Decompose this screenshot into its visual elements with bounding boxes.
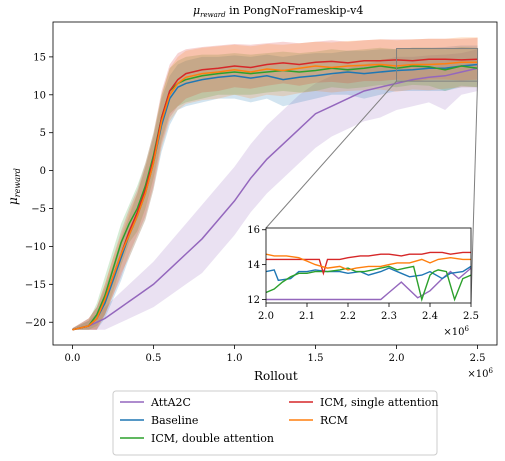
y-tick-label: 10 [33, 90, 46, 101]
inset-line-icm-double-attention [266, 265, 471, 303]
inset-plot-area [266, 251, 471, 303]
band-rcm [72, 37, 478, 330]
inset-x-tick-label: 2.1 [299, 311, 315, 322]
band-icm-double-attention [72, 47, 478, 330]
title-rest: in PongNoFrameskip-v4 [226, 4, 364, 17]
x-axis-label: Rollout [254, 369, 298, 383]
series-line-icm-double-attention [72, 65, 478, 331]
legend-label-atta2c: AttA2C [150, 396, 191, 409]
legend-label-icm-double-attention: ICM, double attention [151, 432, 274, 445]
y-tick-label: 5 [40, 128, 46, 139]
main-frame [52, 21, 498, 346]
zoom-connector-right [470, 81, 479, 304]
inset-x-tick-label: 2.4 [422, 311, 438, 322]
inset-x-tick-label: 2.5 [463, 311, 479, 322]
x-axis-multiplier: ×106 [467, 367, 493, 380]
title-subscript: reward [200, 11, 226, 19]
y-tick-label: −15 [25, 280, 46, 291]
y-tick-label: 15 [33, 52, 46, 63]
x-tick-label: 1.0 [227, 353, 243, 364]
x-tick-label: 0.0 [64, 353, 80, 364]
y-tick-label: −10 [25, 242, 46, 253]
svg-text:μreward in PongNoFrameskip-v4: μreward in PongNoFrameskip-v4 [193, 4, 363, 19]
inset-y-tick-label: 12 [247, 295, 260, 306]
main-plot-area [72, 37, 478, 331]
zoom-connector-lines [265, 80, 479, 304]
series-line-baseline [72, 63, 478, 331]
title-mu: μ [193, 4, 200, 17]
inset-x-tick-label: 2.0 [258, 311, 274, 322]
y-tick-label: 0 [40, 166, 46, 177]
legend-label-rcm: RCM [320, 414, 348, 427]
band-icm-single-attention [72, 37, 478, 330]
inset-background [266, 228, 471, 303]
band-baseline [72, 45, 478, 330]
legend-label-baseline: Baseline [151, 414, 198, 427]
series-line-rcm [72, 61, 478, 331]
legend-label-icm-single-attention: ICM, single attention [320, 396, 438, 409]
band-atta2c [72, 49, 478, 330]
x-tick-label: 2.0 [389, 353, 405, 364]
inset-x-tick-label: 2.3 [381, 311, 397, 322]
x-tick-label: 0.5 [146, 353, 162, 364]
ylabel-subscript: reward [13, 168, 22, 197]
x-tick-label: 1.5 [308, 353, 324, 364]
legend: AttA2C Baseline ICM, double attention ICM, … [112, 390, 438, 456]
inset-line-rcm [266, 253, 471, 271]
zoom-connector-left [265, 80, 397, 229]
ylabel-mu: μ [6, 197, 20, 205]
y-axis-label: μreward [6, 168, 22, 205]
inset-x-multiplier: ×106 [443, 325, 469, 338]
x-tick-label: 2.5 [470, 353, 486, 364]
y-tick-label: −5 [31, 204, 46, 215]
inset-x-tick-label: 2.2 [340, 311, 356, 322]
main-axes: 0.0 0.5 1.0 1.5 2.0 2.5 −20 −15 −10 −5 0 5 10 15 ×106 [25, 21, 498, 380]
inset-frame [265, 227, 472, 304]
inset-y-tick-label: 16 [247, 225, 260, 236]
series-line-atta2c [72, 67, 478, 331]
inset-axes: 2.0 2.1 2.2 2.3 2.4 2.5 12 14 16 ×106 [247, 225, 479, 338]
inset-y-tick-label: 14 [247, 260, 260, 271]
y-tick-label: −20 [25, 318, 46, 329]
chart-title: μreward in PongNoFrameskip-v4 [193, 4, 363, 19]
inset-line-icm-single-attention [266, 251, 471, 276]
zoom-region-box [396, 48, 479, 82]
legend-box [112, 390, 438, 456]
